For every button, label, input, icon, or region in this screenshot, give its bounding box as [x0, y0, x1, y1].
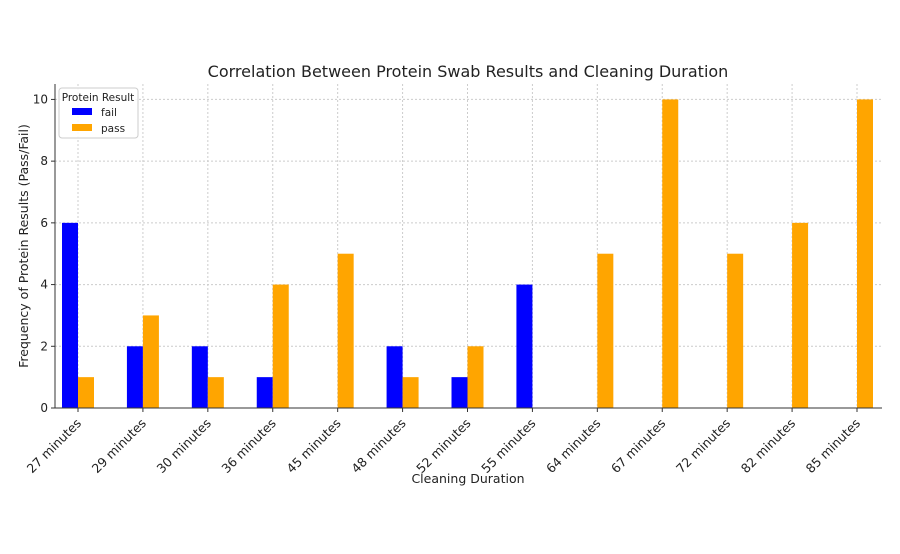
- legend-label-fail: fail: [101, 107, 117, 119]
- x-tick-label: 30 minutes: [154, 416, 214, 476]
- chart-title: Correlation Between Protein Swab Results…: [208, 62, 729, 81]
- x-tick-label: 64 minutes: [543, 416, 603, 476]
- bars: [62, 99, 873, 408]
- bar-pass: [792, 222, 809, 408]
- bar-pass: [597, 253, 614, 408]
- x-tick-label: 55 minutes: [478, 416, 538, 476]
- bar-fail: [386, 346, 403, 408]
- x-tick-label: 85 minutes: [803, 416, 863, 476]
- x-tick-label: 52 minutes: [413, 416, 473, 476]
- y-tick-label: 6: [40, 216, 48, 230]
- legend-swatch-pass: [72, 124, 92, 131]
- bar-pass: [207, 377, 224, 408]
- axes: 0 2 4 6 8 10 27 minutes 29 minutes 30 minutes 36 …: [24, 84, 882, 476]
- y-tick-label: 2: [40, 339, 48, 353]
- x-tick-label: 27 minutes: [24, 416, 84, 476]
- bar-pass: [337, 253, 354, 408]
- bar-fail: [516, 284, 533, 408]
- bar-fail: [191, 346, 208, 408]
- y-tick-label: 4: [40, 278, 48, 292]
- x-tick-label: 45 minutes: [283, 416, 343, 476]
- bar-pass: [662, 99, 679, 408]
- y-tick-label: 8: [40, 154, 48, 168]
- bar-fail: [256, 377, 273, 408]
- legend-swatch-fail: [72, 108, 92, 115]
- x-tick-label: 82 minutes: [738, 416, 798, 476]
- x-tick-label: 29 minutes: [89, 416, 149, 476]
- x-tick-label: 48 minutes: [348, 416, 408, 476]
- bar-fail: [126, 346, 143, 408]
- y-axis-label: Frequency of Protein Results (Pass/Fail): [16, 124, 31, 368]
- y-tick-label: 0: [40, 401, 48, 415]
- bar-pass: [402, 377, 419, 408]
- x-tick-label: 72 minutes: [673, 416, 733, 476]
- x-axis-label: Cleaning Duration: [411, 471, 524, 486]
- bar-fail: [451, 377, 468, 408]
- legend: Protein Result fail pass: [58, 87, 139, 139]
- bar-pass: [467, 346, 484, 408]
- bar-pass: [727, 253, 744, 408]
- legend-label-pass: pass: [101, 123, 125, 135]
- legend-title: Protein Result: [62, 92, 135, 104]
- y-tick-label: 10: [33, 92, 48, 106]
- bar-fail: [62, 222, 78, 408]
- bar-pass: [857, 99, 873, 408]
- bar-pass: [78, 377, 94, 408]
- x-tick-label: 36 minutes: [218, 416, 278, 476]
- bar-pass: [142, 315, 159, 408]
- x-tick-label: 67 minutes: [608, 416, 668, 476]
- bar-pass: [272, 284, 289, 408]
